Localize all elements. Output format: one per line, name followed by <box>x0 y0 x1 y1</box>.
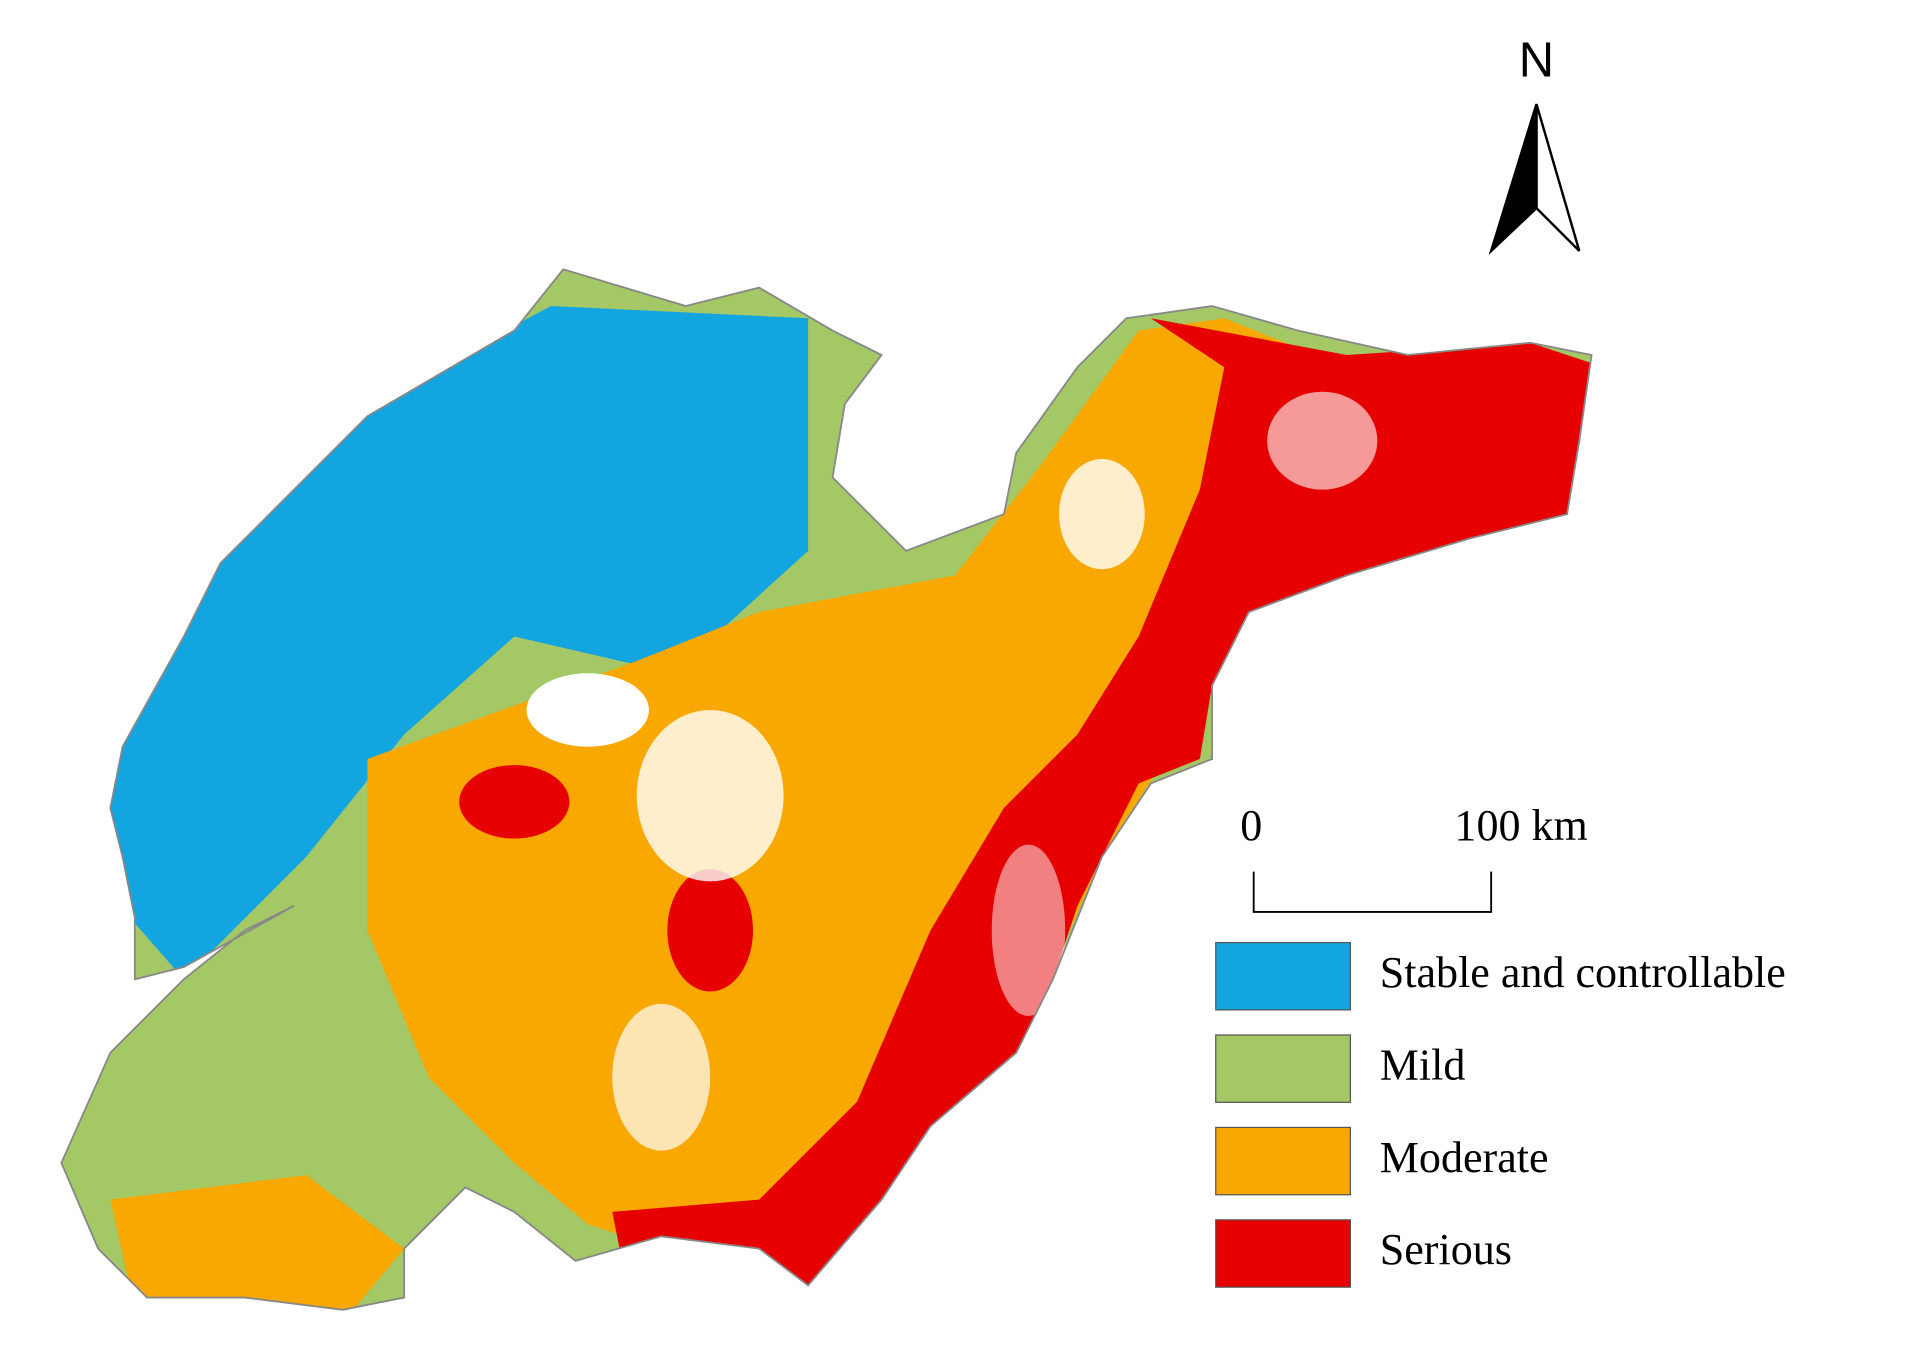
legend-swatch <box>1215 1219 1352 1288</box>
moderate-area <box>110 1175 405 1310</box>
no-data <box>1059 459 1145 570</box>
no-data <box>1267 391 1378 490</box>
scale-bar: 0 100 km <box>1240 801 1588 913</box>
legend-label: Mild <box>1380 1040 1466 1089</box>
serious-area <box>667 869 754 992</box>
no-data <box>636 709 784 882</box>
north-label: N <box>1519 34 1554 88</box>
no-data <box>991 844 1066 1017</box>
arrow-right <box>1535 103 1581 252</box>
legend-label: Serious <box>1380 1225 1512 1274</box>
serious-area <box>612 318 1592 1298</box>
legend-swatch <box>1215 1034 1352 1103</box>
legend: Stable and controllable Mild Moderate Serio… <box>1215 941 1786 1288</box>
stable-area <box>183 709 282 808</box>
legend-swatch <box>1215 941 1352 1011</box>
no-data <box>612 1003 711 1151</box>
no-data <box>526 673 649 747</box>
scale-start: 0 <box>1240 801 1262 850</box>
legend-swatch <box>1215 1126 1352 1196</box>
scale-line <box>1252 871 1493 913</box>
legend-label: Moderate <box>1380 1133 1549 1182</box>
scale-end: 100 km <box>1454 801 1587 850</box>
north-arrow: N <box>1488 34 1581 256</box>
legend-label: Stable and controllable <box>1380 948 1786 997</box>
stable-area <box>98 306 809 980</box>
serious-area <box>459 765 570 839</box>
arrow-left <box>1488 103 1538 256</box>
